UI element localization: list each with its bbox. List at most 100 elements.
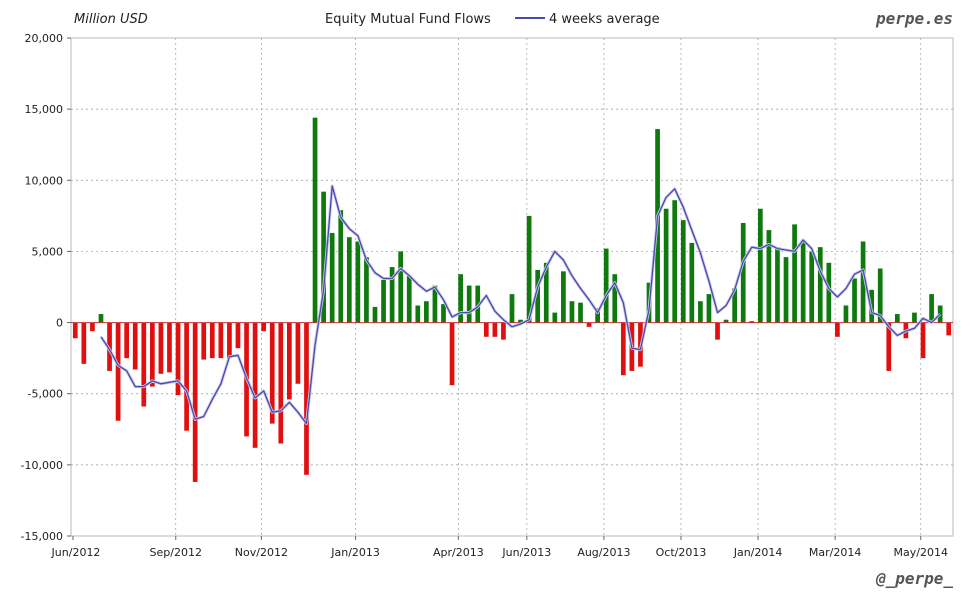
outflow-bar [132, 322, 138, 370]
y-tick-label: 10,000 [25, 174, 64, 187]
y-tick-label: -5,000 [28, 388, 63, 401]
inflow-bar [783, 257, 789, 323]
outflow-bar [184, 322, 189, 431]
inflow-bar [757, 208, 763, 323]
outflow-bar [158, 322, 164, 374]
x-tick-label: Aug/2013 [577, 546, 630, 559]
inflow-bar [698, 301, 703, 323]
inflow-bar [535, 269, 541, 323]
inflow-bar [552, 312, 558, 323]
outflow-bar [304, 322, 309, 475]
outflow-bar [449, 322, 455, 386]
inflow-bar [312, 117, 318, 323]
outflow-bar [287, 322, 292, 400]
outflow-bar [295, 322, 301, 384]
outflow-bar [492, 322, 498, 337]
inflow-bar [800, 240, 806, 323]
flow-bars [72, 117, 952, 482]
inflow-bar [338, 210, 344, 323]
inflow-bar [424, 301, 429, 323]
outflow-bar [501, 322, 506, 340]
inflow-bar [98, 314, 104, 323]
outflow-bar [175, 322, 181, 396]
inflow-bar [475, 285, 481, 323]
inflow-bar [561, 271, 566, 323]
inflow-bar [826, 262, 832, 323]
inflow-bar [603, 248, 609, 323]
inflow-bar [723, 319, 729, 323]
inflow-bar [578, 302, 583, 323]
inflow-bar [843, 305, 849, 323]
x-tick-label: Oct/2013 [656, 546, 707, 559]
inflow-bar [355, 241, 361, 323]
inflow-bar [346, 237, 352, 323]
outflow-bar [167, 322, 172, 373]
y-axis-ticks: -15,000 -10,000 -5,000 0 5,000 10,000 15,000 20… [21, 32, 71, 543]
outflow-bar [209, 322, 215, 359]
x-tick-label: May/2014 [894, 546, 948, 559]
outflow-bar [920, 322, 926, 359]
y-tick-label: 20,000 [25, 32, 64, 45]
inflow-bar [543, 262, 549, 323]
inflow-bar [518, 319, 523, 323]
outflow-bar [261, 322, 267, 332]
inflow-bar [441, 304, 446, 323]
x-tick-label: Nov/2012 [235, 546, 288, 559]
x-tick-label: Sep/2012 [150, 546, 202, 559]
author-handle: @_perpe_ [875, 569, 953, 588]
outflow-bar [192, 322, 198, 482]
y-tick-label: -15,000 [21, 530, 63, 543]
inflow-bar [749, 321, 755, 323]
outflow-bar [218, 322, 224, 359]
inflow-bar [466, 285, 472, 323]
outflow-bar [227, 322, 232, 359]
outflow-bar [620, 322, 626, 376]
outflow-bar [141, 322, 147, 407]
x-tick-label: Mar/2014 [809, 546, 861, 559]
inflow-bar [775, 247, 780, 323]
inflow-bar [792, 224, 797, 323]
inflow-bar [894, 314, 900, 323]
inflow-bar [569, 301, 575, 323]
inflow-bar [706, 294, 712, 323]
inflow-bar [595, 308, 600, 323]
y-tick-label: 5,000 [32, 245, 64, 258]
inflow-bar [817, 247, 823, 323]
outflow-bar [149, 322, 155, 387]
outflow-bar [269, 322, 275, 424]
inflow-bar [766, 230, 772, 323]
outflow-bar [201, 322, 207, 360]
x-tick-label: Jun/2013 [501, 546, 551, 559]
inflow-bar [689, 242, 695, 323]
inflow-bar [672, 200, 678, 323]
outflow-bar [886, 322, 892, 371]
outflow-bar [124, 322, 130, 359]
x-tick-label: Apr/2013 [433, 546, 484, 559]
inflow-bar [432, 285, 438, 323]
legend-label: 4 weeks average [549, 12, 660, 27]
inflow-bar [381, 279, 386, 323]
inflow-bar [877, 268, 883, 323]
inflow-bar [680, 220, 686, 323]
inflow-bar [929, 294, 934, 323]
outflow-bar [586, 322, 592, 327]
outflow-bar [107, 322, 112, 371]
inflow-bar [860, 241, 866, 323]
inflow-bar [912, 312, 917, 323]
y-tick-label: -10,000 [21, 459, 63, 472]
outflow-bar [81, 322, 87, 364]
outflow-bar [252, 322, 258, 448]
inflow-bar [458, 274, 463, 323]
chart-title: Equity Mutual Fund Flows [325, 12, 491, 27]
outflow-bar [483, 322, 489, 337]
outflow-bar [835, 322, 840, 337]
outflow-bar [235, 322, 241, 349]
y-tick-label: 15,000 [25, 103, 64, 116]
inflow-bar [406, 275, 412, 323]
plot-area [70, 37, 954, 537]
outflow-bar [946, 322, 952, 336]
inflow-bar [415, 305, 421, 323]
inflow-bar [398, 251, 404, 323]
inflow-bar [329, 232, 335, 323]
